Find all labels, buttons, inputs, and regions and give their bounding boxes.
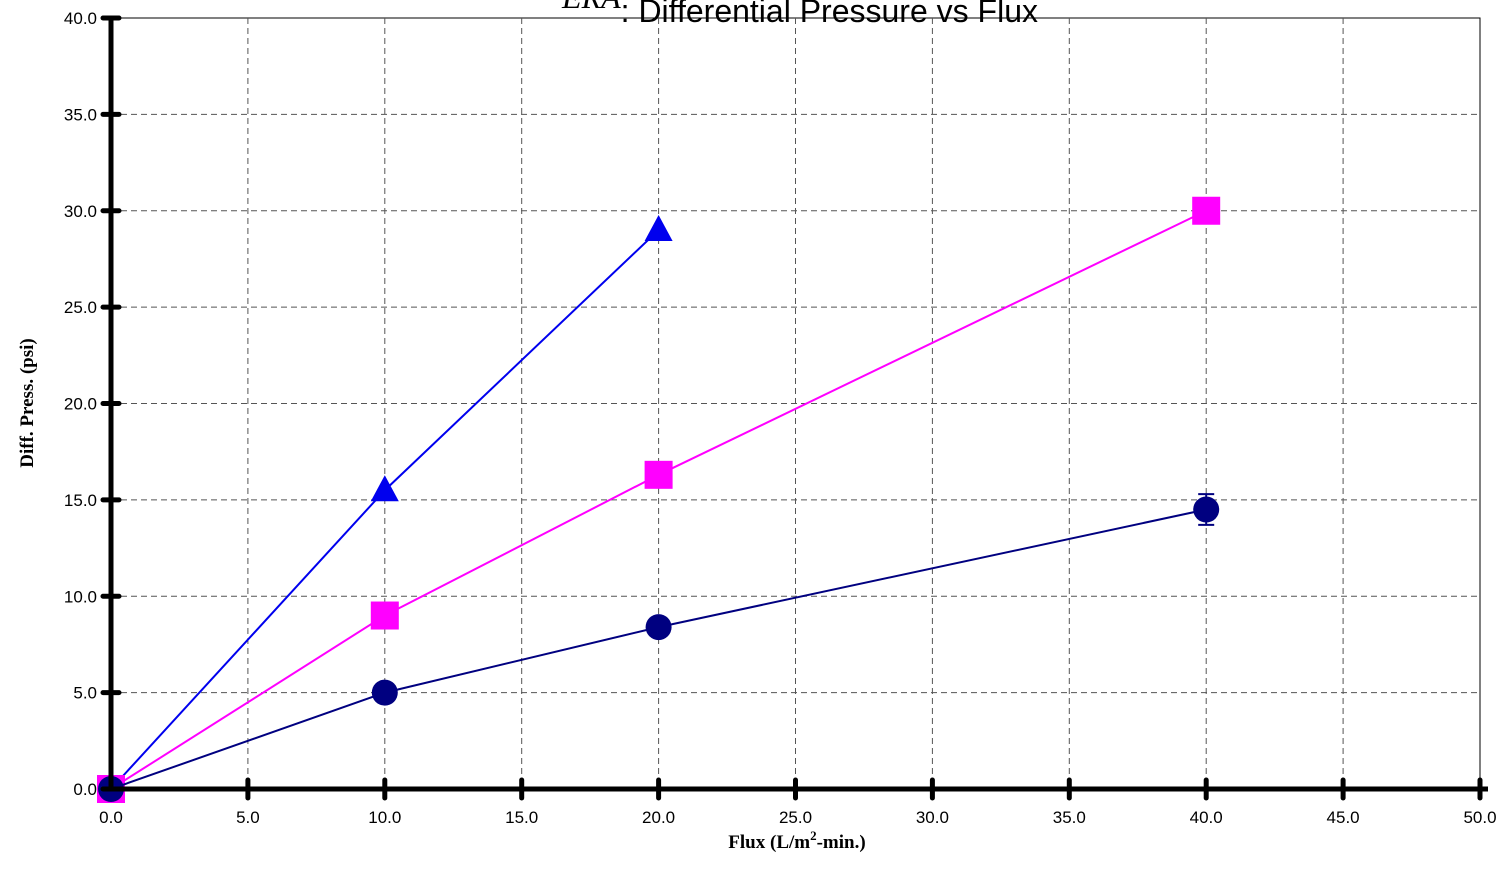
data-point-circle xyxy=(645,614,672,641)
x-tick-label: 5.0 xyxy=(236,808,260,827)
x-tick-label: 45.0 xyxy=(1327,808,1360,827)
x-tick-label: 15.0 xyxy=(505,808,538,827)
x-tick-label: 0.0 xyxy=(99,808,123,827)
x-tick-label: 25.0 xyxy=(779,808,812,827)
grid xyxy=(110,17,1481,790)
x-axis-title: Flux (L/m2-min.) xyxy=(728,828,865,853)
x-axis-title-sup: 2 xyxy=(810,828,817,843)
chart-title: ERA: Differential Pressure vs Flux xyxy=(561,0,1038,29)
y-tick-label: 25.0 xyxy=(64,298,97,317)
chart-title-rest: : Differential Pressure vs Flux xyxy=(621,0,1038,29)
y-tick-label: 10.0 xyxy=(64,587,97,606)
data-point-square xyxy=(1192,196,1221,225)
series-group xyxy=(97,196,1221,803)
tick-labels: 0.0 5.0 10.0 15.0 20.0 25.0 30.0 35.0 40.0 45.0 50… xyxy=(64,9,1497,827)
chart-title-main: ERA xyxy=(561,0,621,15)
x-tick-label: 40.0 xyxy=(1190,808,1223,827)
y-tick-label: 5.0 xyxy=(73,684,97,703)
series-line xyxy=(110,209,1207,790)
y-tick-label: 40.0 xyxy=(64,9,97,28)
series-line xyxy=(110,508,1207,790)
x-axis-title-main: Flux (L/m xyxy=(728,832,810,853)
data-point-triangle xyxy=(644,215,673,242)
x-tick-label: 50.0 xyxy=(1463,808,1496,827)
data-point-circle xyxy=(1193,496,1220,523)
x-tick-label: 20.0 xyxy=(642,808,675,827)
y-axis-title: Diff. Press. (psi) xyxy=(17,338,38,467)
data-point-triangle xyxy=(370,475,399,502)
y-tick-label: 30.0 xyxy=(64,202,97,221)
data-point-circle xyxy=(371,679,398,706)
y-tick-label: 35.0 xyxy=(64,105,97,124)
y-tick-label: 0.0 xyxy=(73,780,97,799)
data-point-square xyxy=(370,601,399,630)
y-tick-label: 20.0 xyxy=(64,395,97,414)
axes xyxy=(100,15,1488,801)
x-tick-label: 30.0 xyxy=(916,808,949,827)
y-tick-label: 15.0 xyxy=(64,491,97,510)
x-axis-title-rest: -min.) xyxy=(817,832,866,853)
x-tick-label: 35.0 xyxy=(1053,808,1086,827)
x-tick-label: 10.0 xyxy=(368,808,401,827)
data-point-square xyxy=(644,460,673,489)
